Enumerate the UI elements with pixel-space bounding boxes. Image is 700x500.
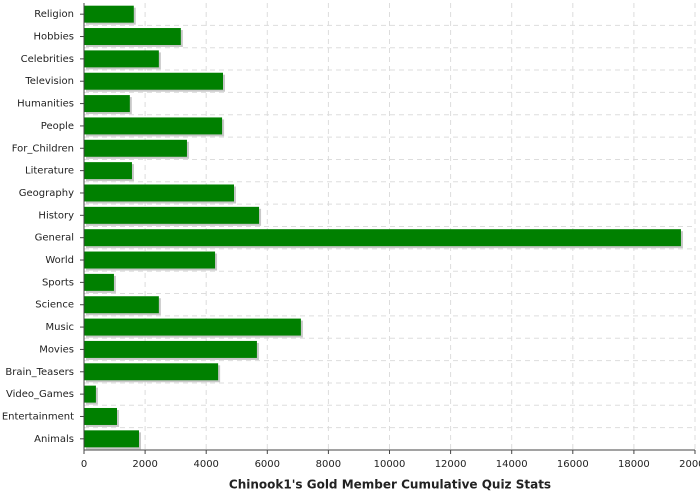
- bar: [84, 340, 257, 358]
- x-tick-label: 10000: [374, 459, 406, 470]
- bar: [84, 72, 224, 90]
- bar: [84, 95, 130, 113]
- bar: [84, 117, 223, 135]
- y-tick-label: General: [35, 233, 74, 244]
- y-tick-label: Hobbies: [34, 32, 74, 43]
- bar: [84, 184, 235, 202]
- chart-title: Chinook1's Gold Member Cumulative Quiz S…: [229, 478, 551, 492]
- x-tick-label: 4000: [193, 459, 218, 470]
- y-tick-label: Humanities: [17, 99, 74, 110]
- bar: [84, 50, 159, 68]
- x-tick-label: 8000: [316, 459, 341, 470]
- bar: [84, 385, 96, 403]
- x-tick-label: 20000: [679, 459, 700, 470]
- y-tick-label: Literature: [25, 166, 74, 177]
- bar: [84, 318, 301, 336]
- x-tick-label: 0: [81, 459, 87, 470]
- y-tick-label: Television: [24, 76, 74, 87]
- bar: [84, 28, 181, 46]
- bar: [84, 363, 219, 381]
- y-tick-label: Entertainment: [2, 411, 74, 422]
- y-tick-label: Geography: [19, 188, 74, 199]
- y-tick-label: People: [41, 121, 74, 132]
- y-tick-label: Animals: [34, 434, 74, 445]
- y-tick-label: History: [38, 210, 74, 221]
- bar: [84, 5, 134, 23]
- y-tick-label: Music: [46, 322, 74, 333]
- bar: [84, 229, 681, 247]
- bar: [84, 430, 139, 448]
- y-tick-label: Religion: [34, 9, 74, 20]
- x-tick-label: 18000: [618, 459, 650, 470]
- bar: [84, 162, 132, 180]
- bar: [84, 407, 117, 425]
- x-tick-label: 14000: [496, 459, 528, 470]
- x-tick-label: 16000: [557, 459, 589, 470]
- bar: [84, 251, 216, 269]
- bar: [84, 139, 187, 157]
- y-tick-label: Brain_Teasers: [5, 367, 74, 378]
- y-tick-label: Science: [35, 300, 74, 311]
- bar: [84, 273, 114, 291]
- x-tick-label: 12000: [435, 459, 467, 470]
- y-tick-label: Movies: [39, 344, 74, 355]
- x-tick-label: 2000: [132, 459, 157, 470]
- bar: [84, 206, 260, 224]
- x-tick-label: 6000: [255, 459, 280, 470]
- y-tick-label: For_Children: [12, 143, 74, 154]
- y-tick-label: Sports: [42, 277, 74, 288]
- bar: [84, 296, 159, 314]
- y-tick-label: Video_Games: [6, 389, 74, 400]
- y-tick-label: World: [45, 255, 74, 266]
- y-tick-label: Celebrities: [21, 54, 74, 65]
